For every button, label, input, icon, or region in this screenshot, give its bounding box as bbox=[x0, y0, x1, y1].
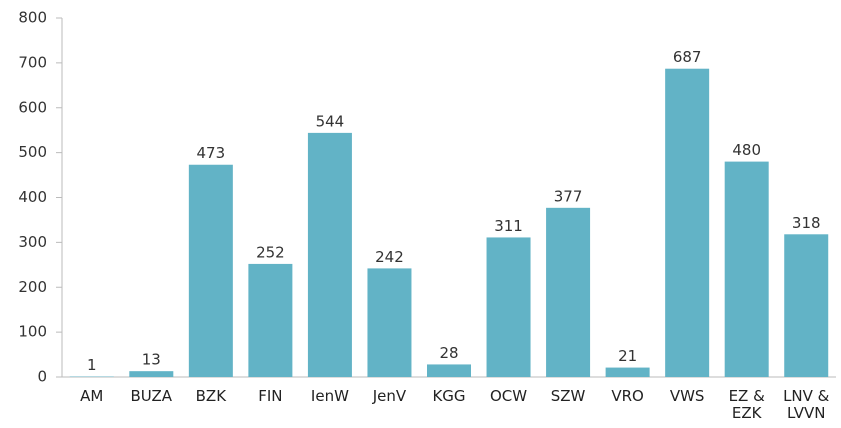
data-label: 377 bbox=[554, 187, 583, 205]
bar bbox=[248, 263, 293, 377]
x-tick-label: AM bbox=[80, 387, 104, 405]
bar bbox=[129, 371, 174, 377]
bar bbox=[367, 268, 412, 377]
x-tick-label: OCW bbox=[489, 387, 528, 405]
x-tick-label: BUZA bbox=[130, 387, 173, 405]
bar bbox=[188, 164, 233, 377]
data-label: 544 bbox=[316, 112, 345, 130]
y-tick-label: 400 bbox=[18, 188, 47, 206]
data-label: 28 bbox=[439, 344, 458, 362]
data-label: 1 bbox=[87, 356, 97, 374]
y-tick-label: 700 bbox=[18, 53, 47, 71]
y-tick-label: 800 bbox=[18, 9, 47, 27]
x-tick-label: VWS bbox=[669, 387, 705, 405]
data-label: 480 bbox=[732, 141, 761, 159]
x-tick-label: EZ & EZK bbox=[728, 387, 765, 422]
data-label: 242 bbox=[375, 248, 404, 266]
bar bbox=[307, 132, 352, 377]
y-tick-label: 300 bbox=[18, 233, 47, 251]
bar bbox=[665, 68, 710, 378]
data-label: 21 bbox=[618, 347, 637, 365]
y-tick-label: 0 bbox=[37, 368, 47, 386]
x-tick-label: VRO bbox=[611, 387, 644, 405]
y-tick-label: 500 bbox=[18, 143, 47, 161]
x-tick-label: BZK bbox=[195, 387, 227, 405]
x-tick-label: SZW bbox=[550, 387, 586, 405]
x-tick-label: LNV & LVVN bbox=[783, 387, 830, 422]
bar bbox=[427, 364, 471, 377]
bar bbox=[605, 367, 650, 377]
data-label: 311 bbox=[494, 217, 523, 235]
bar bbox=[486, 237, 531, 377]
bar bbox=[546, 207, 591, 377]
x-tick-label: FIN bbox=[258, 387, 283, 405]
bar bbox=[784, 234, 829, 377]
y-tick-label: 100 bbox=[18, 323, 47, 341]
data-label: 687 bbox=[673, 48, 702, 66]
x-tick-label: KGG bbox=[432, 387, 466, 405]
y-tick-label: 200 bbox=[18, 278, 47, 296]
data-label: 473 bbox=[197, 144, 226, 162]
data-label: 13 bbox=[142, 351, 161, 369]
x-tick-label: IenW bbox=[310, 387, 349, 405]
y-tick-label: 600 bbox=[18, 98, 47, 116]
data-label: 318 bbox=[792, 214, 821, 232]
x-tick-label: JenV bbox=[372, 387, 407, 405]
bar bbox=[724, 161, 769, 377]
data-label: 252 bbox=[256, 243, 285, 261]
